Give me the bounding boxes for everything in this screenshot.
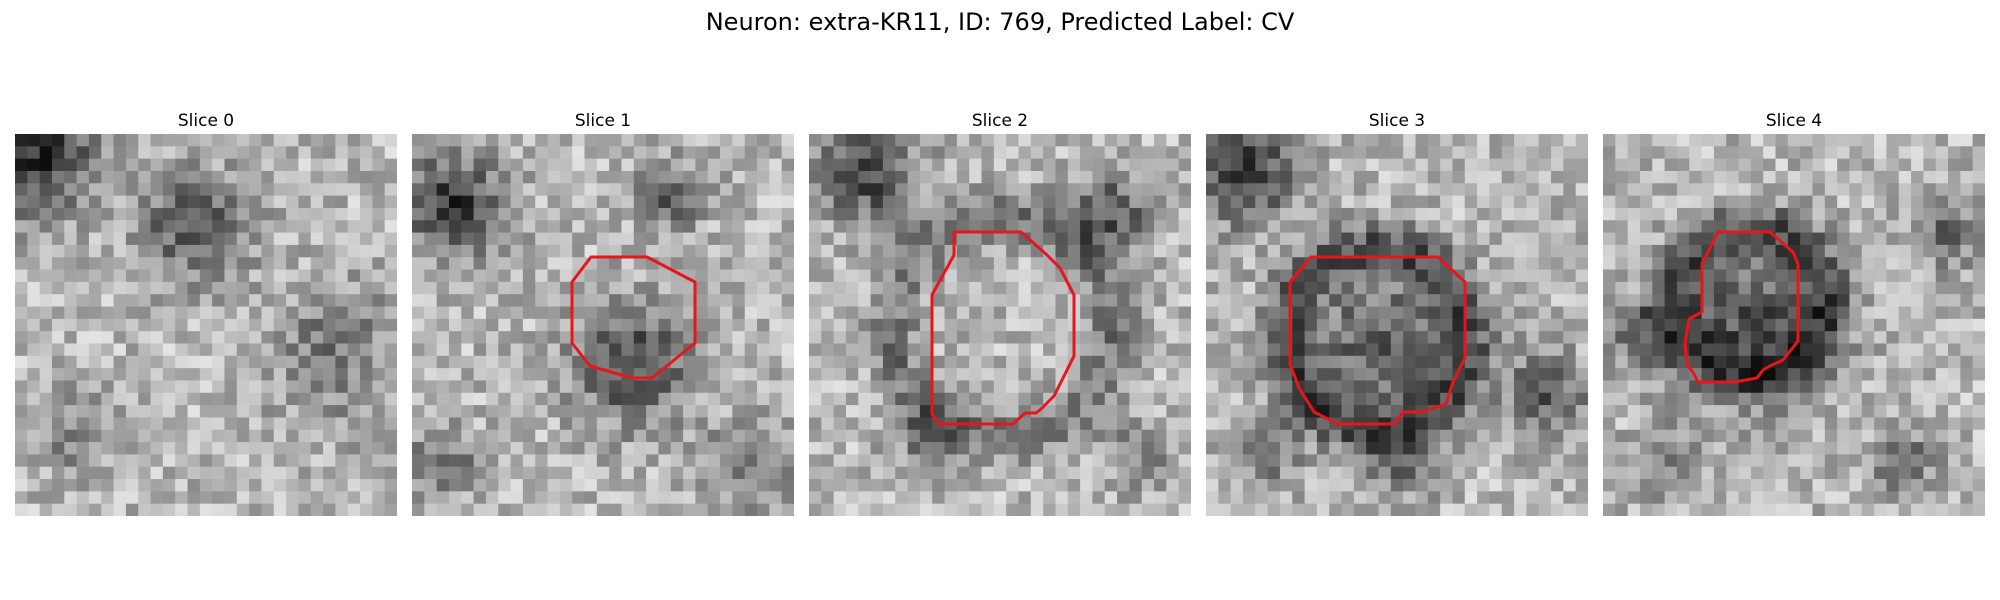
- slice-panel-3: Slice 3: [1206, 110, 1588, 516]
- slice-panel-0: Slice 0: [15, 110, 397, 516]
- roi-contour-1: [570, 255, 697, 380]
- roi-contour-3: [1288, 255, 1467, 426]
- slice-title-4: Slice 4: [1765, 111, 1823, 131]
- slice-title-1: Slice 1: [574, 111, 632, 131]
- slice-panel-2: Slice 2: [809, 110, 1191, 516]
- slice-image-3: [1206, 134, 1588, 516]
- slice-image-0: [15, 134, 397, 516]
- slice-image-4: [1603, 134, 1985, 516]
- roi-contour-4: [1683, 230, 1800, 384]
- figure-title: Neuron: extra-KR11, ID: 769, Predicted L…: [705, 8, 1295, 36]
- slice-image-2: [809, 134, 1191, 516]
- slice-title-2: Slice 2: [971, 111, 1029, 131]
- slice-title-0: Slice 0: [177, 111, 235, 131]
- slice-title-3: Slice 3: [1368, 111, 1426, 131]
- roi-contour-2: [930, 230, 1076, 426]
- slice-panel-1: Slice 1: [412, 110, 794, 516]
- slice-panel-4: Slice 4: [1603, 110, 1985, 516]
- slice-image-1: [412, 134, 794, 516]
